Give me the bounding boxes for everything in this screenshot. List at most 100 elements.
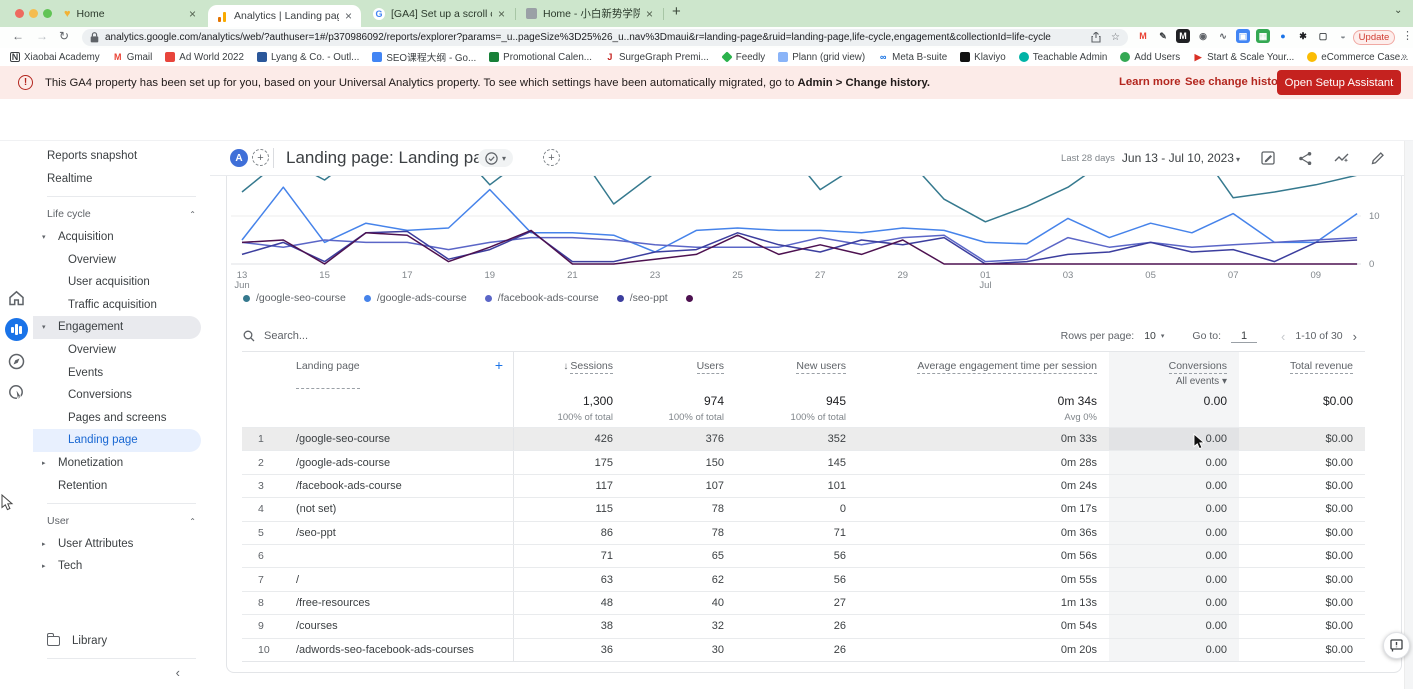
header-sessions[interactable]: ↓Sessions	[514, 352, 625, 389]
collapse-sidenav-button[interactable]: ‹	[33, 665, 210, 685]
sidebar-item-user-attributes[interactable]: ▸User Attributes	[33, 533, 210, 556]
comparison-chip[interactable]: A	[230, 149, 248, 167]
collapse-section-icon[interactable]: ⌃	[189, 517, 196, 526]
browser-extension-icon[interactable]: M	[1176, 29, 1190, 43]
bookmark-surgegraph-premi[interactable]: JSurgeGraph Premi...	[605, 52, 709, 63]
sidebar-item-tech[interactable]: ▸Tech	[33, 555, 210, 578]
bookmark-teachable-admin[interactable]: Teachable Admin	[1019, 52, 1108, 63]
browser-extension-icon[interactable]: ▦	[1256, 29, 1270, 43]
bookmark-meta-b-suite[interactable]: ∞Meta B-suite	[878, 52, 947, 63]
chrome-update-button[interactable]: Update	[1353, 30, 1395, 45]
table-row-facebook-ads-course[interactable]: 3/facebook-ads-course1171071010m 24s0.00…	[242, 474, 1365, 497]
tab-close-icon[interactable]: ×	[646, 7, 653, 21]
bookmark-klaviyo[interactable]: Klaviyo	[960, 52, 1006, 63]
browser-extension-icon[interactable]: ◒	[1336, 29, 1350, 43]
sidebar-item-monetization[interactable]: ▸Monetization	[33, 452, 210, 475]
window-close-button[interactable]	[15, 9, 24, 18]
bookmark-ad-world-2022[interactable]: Ad World 2022	[165, 52, 244, 63]
tab-xiaobai-home[interactable]: Home - 小白新势学院 ×	[517, 0, 662, 27]
sidebar-item-user-acquisition[interactable]: User acquisition	[33, 271, 210, 294]
add-dimension-icon[interactable]: +	[495, 360, 503, 389]
share-report-icon[interactable]	[1298, 151, 1313, 166]
table-row-not-set[interactable]: 4(not set)1157800m 17s0.00$0.00	[242, 497, 1365, 520]
sidebar-item-overview[interactable]: Overview	[33, 339, 210, 362]
table-row-seo-ppt[interactable]: 5/seo-ppt8678710m 36s0.00$0.00	[242, 521, 1365, 544]
bookmark-seo-go[interactable]: SEO课程大纲 - Go...	[372, 50, 476, 64]
tab-ga4-scroll-conversion[interactable]: G [GA4] Set up a scroll conversi ×	[364, 0, 514, 27]
forward-icon[interactable]: →	[36, 29, 48, 43]
conversions-event-filter[interactable]: All events ▾	[1109, 376, 1227, 387]
collapse-section-icon[interactable]: ⌃	[189, 210, 196, 219]
tab-close-icon[interactable]: ×	[498, 7, 505, 21]
legend-item-seo-ppt[interactable]: /seo-ppt	[617, 292, 668, 304]
tabstrip-chevron-icon[interactable]: ⌄	[1394, 5, 1402, 16]
sidebar-item-landing-page[interactable]: Landing page	[33, 429, 201, 452]
bookmark-lyang-co-outl[interactable]: Lyang & Co. - Outl...	[257, 52, 359, 63]
rows-per-page-select[interactable]: 10▾	[1144, 330, 1164, 342]
sidebar-item-realtime[interactable]: Realtime	[33, 168, 210, 191]
browser-extension-icon[interactable]: M	[1136, 29, 1150, 43]
explore-icon[interactable]	[8, 353, 25, 370]
header-conversions[interactable]: ConversionsAll events ▾	[1109, 352, 1239, 389]
table-row-adwords-seo-facebook-ads-courses[interactable]: 10/adwords-seo-facebook-ads-courses36302…	[242, 638, 1365, 661]
tab-close-icon[interactable]: ×	[189, 7, 196, 21]
browser-extension-icon[interactable]: ◉	[1196, 29, 1210, 43]
table-row-free-resources[interactable]: 8/free-resources4840271m 13s0.00$0.00	[242, 591, 1365, 614]
add-metric-icon[interactable]: +	[543, 149, 560, 166]
legend-item-item[interactable]	[686, 295, 693, 302]
header-new-users[interactable]: New users	[736, 352, 858, 389]
chevron-right-icon[interactable]: ▸	[42, 562, 58, 570]
legend-item-google-seo-course[interactable]: /google-seo-course	[243, 292, 346, 304]
legend-item-facebook-ads-course[interactable]: /facebook-ads-course	[485, 292, 599, 304]
address-bar[interactable]: analytics.google.com/analytics/web/?auth…	[82, 29, 1128, 46]
edit-pencil-icon[interactable]	[1371, 151, 1385, 165]
sidebar-item-retention[interactable]: Retention	[33, 474, 210, 497]
bookmark-feedly[interactable]: Feedly	[722, 52, 765, 63]
bookmark-ecommerce-case[interactable]: eCommerce Case...	[1307, 52, 1408, 63]
browser-extension-icon[interactable]: ▣	[1236, 29, 1250, 43]
browser-extension-icon[interactable]: ✎	[1156, 29, 1170, 43]
sidebar-item-acquisition[interactable]: ▾Acquisition	[33, 226, 210, 249]
chevron-down-icon[interactable]: ▾	[42, 323, 58, 331]
sidebar-item-engagement[interactable]: ▾Engagement	[33, 316, 201, 339]
browser-menu-icon[interactable]: ⋮	[1402, 29, 1413, 42]
browser-extension-icon[interactable]: ✱	[1296, 29, 1310, 43]
bookmark-promotional-calen[interactable]: Promotional Calen...	[489, 52, 592, 63]
bookmark-star-icon[interactable]: ☆	[1111, 32, 1120, 43]
bookmark-start-scale-your[interactable]: ▶Start & Scale Your...	[1193, 52, 1294, 63]
sidebar-item-overview[interactable]: Overview	[33, 248, 210, 271]
tab-home[interactable]: ♥ Home ×	[55, 0, 205, 27]
tab-close-icon[interactable]: ×	[345, 9, 352, 23]
sidebar-item-life-cycle[interactable]: Life cycle⌃	[33, 203, 210, 226]
header-users[interactable]: Users	[625, 352, 736, 389]
window-minimize-button[interactable]	[29, 9, 38, 18]
reload-icon[interactable]: ↻	[59, 29, 69, 43]
report-scroll-area[interactable]: 13Jun151719212325272901Jul03050709100 /g…	[210, 175, 1413, 689]
add-comparison-icon[interactable]: +	[252, 149, 269, 166]
prev-page-icon[interactable]: ‹	[1281, 329, 1285, 344]
bookmark-plann-grid-view[interactable]: Plann (grid view)	[778, 52, 865, 63]
insights-icon[interactable]	[1334, 152, 1350, 165]
report-status-badge[interactable]: ▾	[478, 149, 513, 167]
advertising-icon[interactable]	[8, 384, 25, 401]
reports-icon[interactable]	[5, 318, 28, 341]
table-search-input[interactable]: Search...	[243, 330, 308, 342]
bookmark-xiaobai-academy[interactable]: NXiaobai Academy	[10, 52, 100, 63]
chevron-down-icon[interactable]: ▾	[42, 233, 58, 241]
sidebar-item-user[interactable]: User⌃	[33, 510, 210, 533]
tab-analytics[interactable]: Analytics | Landing page: Land ×	[208, 5, 361, 27]
header-total-revenue[interactable]: Total revenue	[1239, 352, 1365, 389]
table-row-item[interactable]: 7/6362560m 55s0.00$0.00	[242, 567, 1365, 590]
next-page-icon[interactable]: ›	[1353, 329, 1357, 344]
open-setup-assistant-button[interactable]: Open Setup Assistant	[1277, 70, 1401, 95]
chevron-right-icon[interactable]: ▸	[42, 540, 58, 548]
sidebar-item-pages-and-screens[interactable]: Pages and screens	[33, 407, 210, 430]
goto-page-input[interactable]	[1231, 330, 1257, 343]
window-zoom-button[interactable]	[43, 9, 52, 18]
back-icon[interactable]: ←	[12, 29, 24, 43]
legend-item-google-ads-course[interactable]: /google-ads-course	[364, 292, 467, 304]
header-avg-engagement[interactable]: Average engagement time per session	[858, 352, 1109, 389]
sidebar-item-reports-snapshot[interactable]: Reports snapshot	[33, 145, 210, 168]
bookmark-gmail[interactable]: MGmail	[113, 52, 153, 63]
browser-extension-icon[interactable]: ●	[1276, 29, 1290, 43]
